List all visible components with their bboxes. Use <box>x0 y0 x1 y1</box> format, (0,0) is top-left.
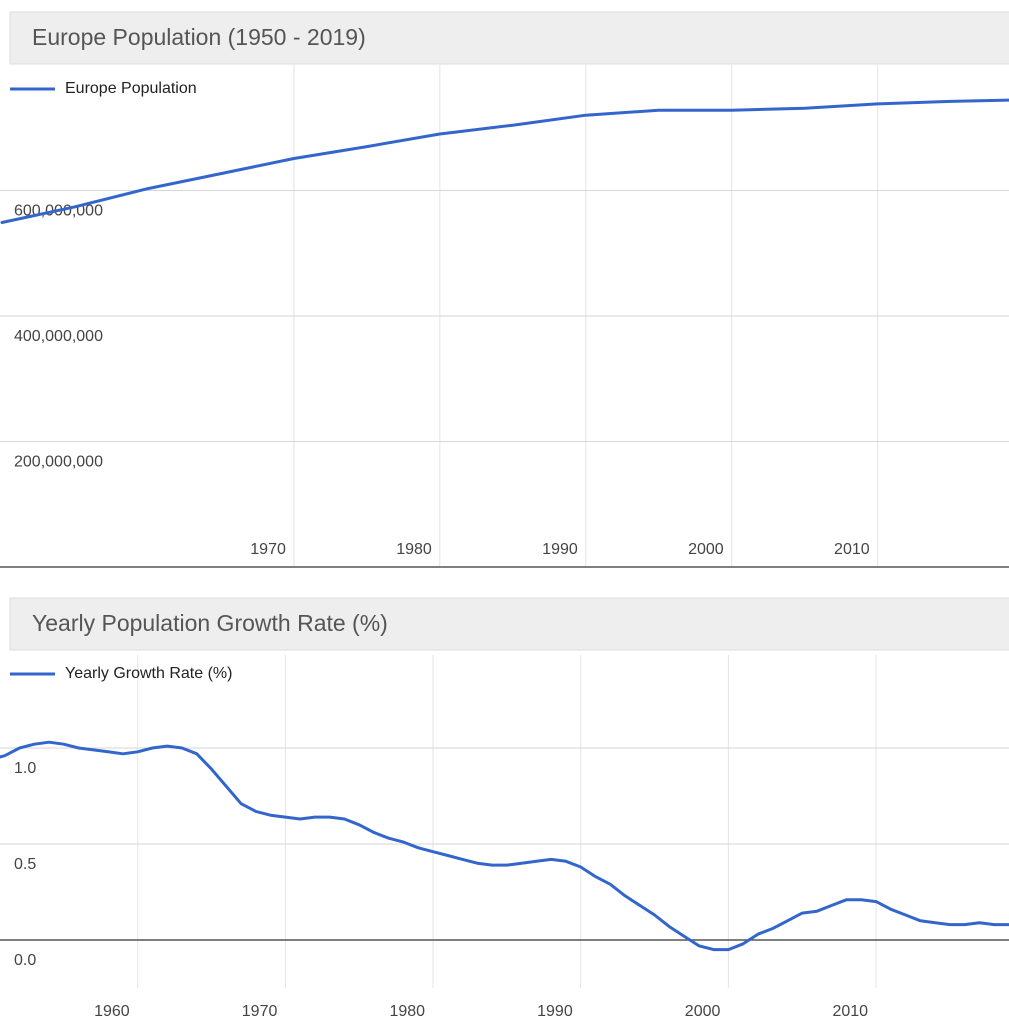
data-line <box>0 98 1009 224</box>
legend-label: Europe Population <box>65 80 197 97</box>
chart-title: Europe Population (1950 - 2019) <box>32 24 366 50</box>
x-tick-label: 1960 <box>94 1003 130 1020</box>
x-tick-label: 2010 <box>834 541 870 558</box>
title-bar <box>9 11 1009 65</box>
y-tick-label: 0.0 <box>14 952 36 969</box>
x-tick-label: 1970 <box>242 1003 278 1020</box>
x-tick-label: 1990 <box>537 1003 573 1020</box>
x-tick-label: 1980 <box>389 1003 425 1020</box>
y-tick-label: 400,000,000 <box>14 328 103 345</box>
y-tick-label: 0.5 <box>14 856 36 873</box>
y-tick-label: 1.0 <box>14 760 36 777</box>
x-tick-label: 1990 <box>542 541 578 558</box>
title-bar <box>9 597 1009 651</box>
x-tick-label: 2010 <box>832 1003 868 1020</box>
data-line <box>0 740 1009 952</box>
x-tick-label: 1970 <box>250 541 286 558</box>
legend-label: Yearly Growth Rate (%) <box>65 665 232 682</box>
x-tick-label: 1980 <box>396 541 432 558</box>
x-tick-label: 2000 <box>685 1003 721 1020</box>
x-tick-label: 2000 <box>688 541 724 558</box>
y-tick-label: 200,000,000 <box>14 454 103 471</box>
chart-title: Yearly Population Growth Rate (%) <box>32 610 388 636</box>
